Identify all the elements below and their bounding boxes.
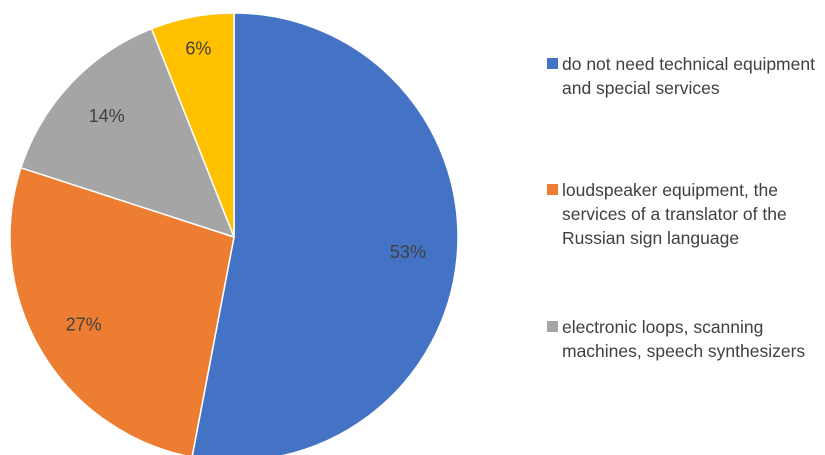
legend-swatch xyxy=(547,184,558,195)
data-label: 27% xyxy=(66,315,102,335)
pie-slice xyxy=(9,166,235,455)
pie-slice xyxy=(150,12,235,238)
legend-item: loudspeaker equipment, the services of a… xyxy=(547,178,822,250)
legend-item: electronic loops, scanning machines, spe… xyxy=(547,315,822,363)
legend-swatch xyxy=(547,321,558,332)
data-label: 6% xyxy=(185,39,211,59)
legend-label: loudspeaker equipment, the services of a… xyxy=(562,180,787,248)
pie-slice xyxy=(191,12,459,455)
data-label: 53% xyxy=(390,242,426,262)
legend-swatch xyxy=(547,58,558,69)
legend-label: electronic loops, scanning machines, spe… xyxy=(562,317,806,361)
data-label: 14% xyxy=(89,106,125,126)
legend-label: do not need technical equipment and spec… xyxy=(562,54,815,98)
legend-item: do not need technical equipment and spec… xyxy=(547,52,822,100)
pie-slice xyxy=(20,27,236,239)
